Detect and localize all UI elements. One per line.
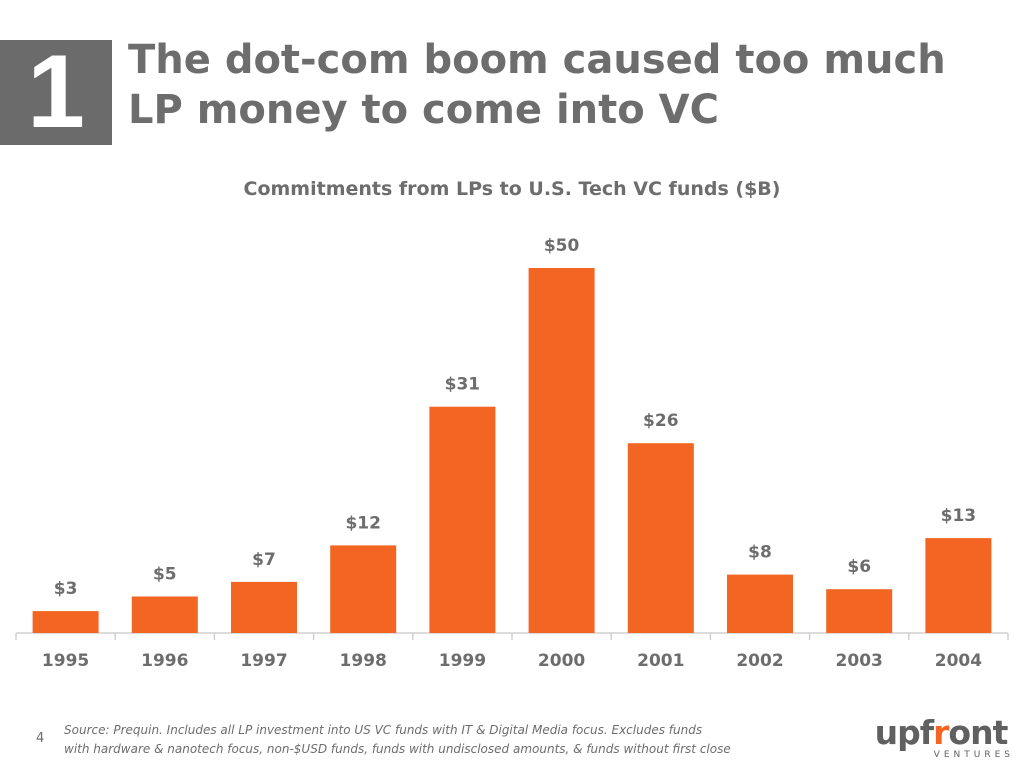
data-label-1996: $5 <box>153 565 177 585</box>
slide-title-line-1: The dot-com boom caused too much <box>128 37 946 83</box>
data-label-2001: $26 <box>643 411 679 431</box>
bar-1999 <box>429 406 496 633</box>
x-tick-label-2001: 2001 <box>637 651 684 671</box>
logo-word-post: ont <box>948 713 1008 752</box>
x-tick-label-2000: 2000 <box>538 651 585 671</box>
bar-1995 <box>32 611 99 633</box>
bar-2001 <box>627 443 694 633</box>
x-tick-label-2003: 2003 <box>836 651 883 671</box>
bar-2000 <box>528 268 595 633</box>
source-footnote: Source: Prequin. Includes all LP investm… <box>64 721 844 759</box>
bar-2004 <box>925 538 992 633</box>
slide-title-line-2: LP money to come into VC <box>128 87 719 133</box>
x-tick-label-1995: 1995 <box>42 651 89 671</box>
bar-1998 <box>330 545 397 633</box>
bar-1996 <box>131 596 198 633</box>
slide-title: The dot-com boom caused too much LP mone… <box>128 35 1008 135</box>
x-tick-label-2002: 2002 <box>736 651 783 671</box>
data-label-2000: $50 <box>544 236 580 256</box>
x-tick-label-2004: 2004 <box>935 651 982 671</box>
source-footnote-line-1: Source: Prequin. Includes all LP investm… <box>64 723 703 737</box>
bar-2002 <box>727 574 793 633</box>
slide-number-badge: 1 <box>0 40 112 145</box>
logo-wordmark: upfront <box>866 716 1016 750</box>
data-label-1999: $31 <box>445 375 481 395</box>
x-tick-label-1999: 1999 <box>439 651 486 671</box>
logo-subtitle: VENTURES <box>933 750 1014 760</box>
logo-word-accent: r <box>933 713 949 752</box>
data-label-2002: $8 <box>748 543 772 563</box>
data-label-2003: $6 <box>847 557 871 577</box>
data-label-1995: $3 <box>54 579 78 599</box>
data-label-1998: $12 <box>345 513 381 533</box>
x-tick-label-1998: 1998 <box>340 651 387 671</box>
source-footnote-line-2: with hardware & nanotech focus, non-$USD… <box>64 742 731 756</box>
x-tick-label-1996: 1996 <box>141 651 188 671</box>
upfront-ventures-logo: upfront VENTURES <box>866 716 1016 766</box>
logo-word-pre: upf <box>874 713 934 752</box>
x-tick-label-1997: 1997 <box>240 651 287 671</box>
bar-1997 <box>231 581 297 633</box>
bar-2003 <box>826 589 893 633</box>
data-label-1997: $7 <box>252 550 276 570</box>
page-number: 4 <box>36 731 45 746</box>
chart-title: Commitments from LPs to U.S. Tech VC fun… <box>243 178 781 200</box>
data-label-2004: $13 <box>941 506 977 526</box>
